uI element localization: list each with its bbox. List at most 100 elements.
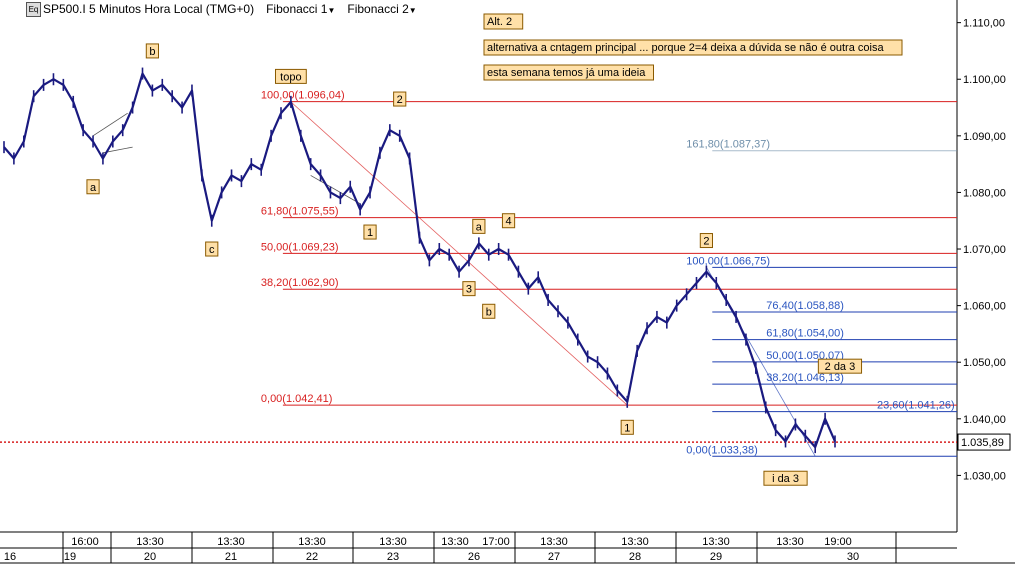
wave-label[interactable]: b: [145, 43, 159, 59]
wave-label[interactable]: topo: [274, 68, 307, 84]
wave-label-box: [86, 179, 100, 195]
fib2-level-label: 0,00(1.033,38): [686, 444, 758, 456]
channel-line[interactable]: [92, 112, 128, 137]
x-day-label: 16: [4, 551, 16, 563]
note-label[interactable]: esta semana temos já uma ideia: [483, 64, 654, 81]
wave-label[interactable]: 1: [620, 419, 634, 435]
fib1-level-label: 38,20(1.062,90): [261, 277, 339, 289]
wave-label[interactable]: a: [472, 218, 486, 234]
x-day-label: 22: [306, 551, 318, 563]
wave-label[interactable]: 4: [501, 213, 516, 229]
wave-label-box: [462, 281, 476, 297]
wave-label[interactable]: b: [482, 303, 496, 319]
note-label[interactable]: Alt. 2: [483, 13, 524, 30]
y-tick-label: 1.080,00: [963, 187, 1006, 199]
x-day-label: 21: [225, 551, 237, 563]
wave-label[interactable]: i da 3: [763, 470, 808, 486]
symbol-title: SP500.I 5 Minutos Hora Local (TMG+0): [43, 2, 255, 16]
wave-label-text: c: [209, 244, 215, 256]
wave-label-text: 1: [367, 227, 373, 239]
plot-area: [0, 0, 957, 532]
x-day-label: 26: [468, 551, 480, 563]
fib1-level-label: 0,00(1.042,41): [261, 393, 333, 405]
y-tick-label: 1.110,00: [963, 18, 1005, 30]
fib1-trend-line[interactable]: [290, 101, 628, 406]
x-time-label: 13:30: [379, 536, 407, 548]
x-time-label: 13:30: [298, 536, 326, 548]
x-day-label: 29: [710, 551, 722, 563]
wave-label-text: 2: [703, 236, 709, 248]
note-text: alternativa a cntagem principal ... porq…: [487, 42, 884, 54]
wave-label-text: 1: [624, 422, 630, 434]
fibonacci-2-menu[interactable]: Fibonacci 2▼: [347, 2, 416, 16]
wave-label-box: [620, 419, 634, 435]
wave-label-text: a: [90, 182, 97, 194]
wave-label-box: [393, 91, 407, 107]
x-time-label: 13:30: [441, 536, 469, 548]
fib2-level-label: 61,80(1.054,00): [766, 328, 844, 340]
wave-label-box: [205, 241, 219, 257]
note-text: Alt. 2: [487, 16, 512, 28]
current-price-label: 1.035,89: [961, 437, 1004, 449]
wave-label[interactable]: a: [86, 179, 100, 195]
wave-label-text: i da 3: [772, 473, 799, 485]
wave-label-box: [817, 358, 863, 374]
wave-label-box: [501, 213, 516, 229]
wave-label-text: 2 da 3: [825, 361, 856, 373]
x-day-label: 27: [548, 551, 560, 563]
fibonacci-1-label: Fibonacci 1: [266, 2, 328, 16]
x-time-label: 16:00: [71, 536, 99, 548]
x-time-label: 17:00: [482, 536, 510, 548]
x-time-label: 13:30: [136, 536, 164, 548]
note-box: [483, 64, 654, 81]
chart-window-icon[interactable]: Eq: [26, 1, 41, 17]
note-box: [483, 39, 903, 56]
x-day-label: 23: [387, 551, 399, 563]
current-price-box: [957, 433, 1011, 451]
fib2-level-label: 38,20(1.046,13): [766, 372, 844, 384]
y-tick-label: 1.060,00: [963, 301, 1006, 313]
x-day-label: 19: [64, 551, 76, 563]
fib1-level-label: 50,00(1.069,23): [261, 241, 339, 253]
wave-label-box: [482, 303, 496, 319]
y-tick-label: 1.090,00: [963, 131, 1006, 143]
channel-line[interactable]: [310, 175, 361, 205]
wave-label-box: [699, 233, 713, 249]
wave-label-text: 4: [505, 216, 511, 228]
fibonacci-1-menu[interactable]: Fibonacci 1▼: [266, 2, 335, 16]
wave-label-text: b: [486, 306, 492, 318]
y-tick-label: 1.070,00: [963, 244, 1006, 256]
x-time-label: 13:30: [776, 536, 804, 548]
y-tick-label: 1.040,00: [963, 414, 1006, 426]
x-time-label: 13:30: [217, 536, 245, 548]
wave-label[interactable]: 2 da 3: [817, 358, 863, 374]
wave-label-box: [363, 224, 377, 240]
wave-label-text: 2: [397, 94, 403, 106]
y-tick-label: 1.030,00: [963, 470, 1006, 482]
x-time-label: 13:30: [702, 536, 730, 548]
fib2-level-label: 76,40(1.058,88): [766, 300, 844, 312]
note-label[interactable]: alternativa a cntagem principal ... porq…: [483, 39, 903, 56]
fib2-level-label: 23,60(1.041,26): [877, 400, 955, 412]
y-tick-label: 1.050,00: [963, 357, 1006, 369]
wave-label[interactable]: 2: [393, 91, 407, 107]
fibonacci-2-label: Fibonacci 2: [347, 2, 409, 16]
fib2-level-label: 100,00(1.066,75): [686, 255, 770, 267]
note-box: [483, 13, 524, 30]
caret-down-icon: ▼: [408, 6, 417, 15]
note-text: esta semana temos já uma ideia: [487, 67, 646, 79]
x-time-label: 13:30: [540, 536, 568, 548]
wave-label-text: 3: [466, 284, 472, 296]
wave-label-text: a: [476, 221, 483, 233]
wave-label[interactable]: 1: [363, 224, 377, 240]
x-day-label: 28: [629, 551, 641, 563]
wave-label[interactable]: 3: [462, 281, 476, 297]
y-tick-label: 1.100,00: [963, 74, 1006, 86]
wave-label[interactable]: c: [205, 241, 219, 257]
fib1-level-label: 100,00(1.096,04): [261, 90, 345, 102]
x-day-label: 20: [144, 551, 156, 563]
chart-header: Eq SP500.I 5 Minutos Hora Local (TMG+0) …: [0, 0, 417, 18]
wave-label[interactable]: 2: [699, 233, 713, 249]
x-time-label: 19:00: [824, 536, 852, 548]
wave-label-box: [145, 43, 159, 59]
